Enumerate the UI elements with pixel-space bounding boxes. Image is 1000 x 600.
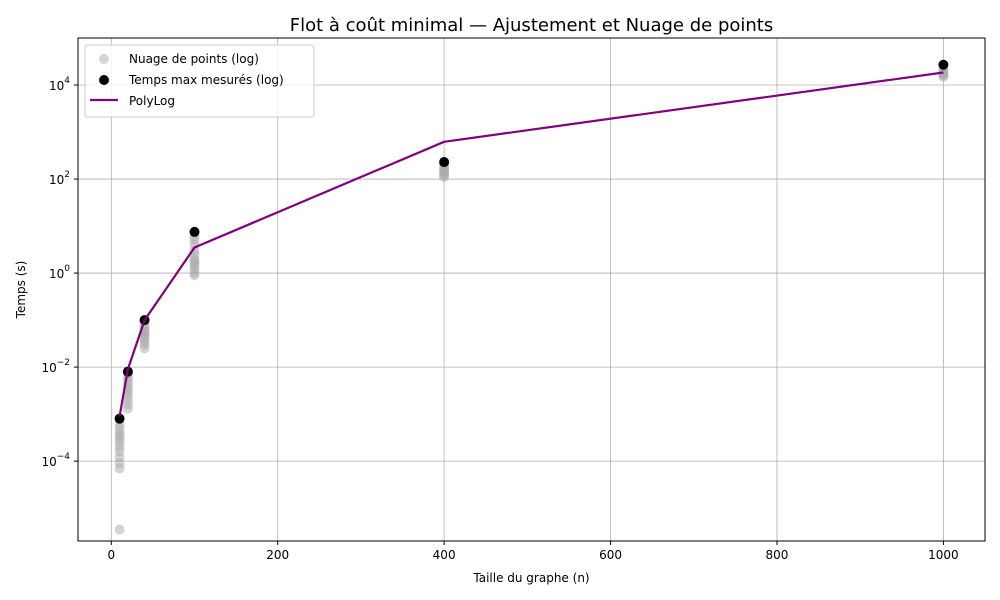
y-axis-label: Temps (s) [14,261,28,320]
polylog-line [118,71,944,417]
plot-data [114,59,949,535]
legend-label-polylog: PolyLog [129,94,175,108]
chart-title: Flot à coût minimal — Ajustement et Nuag… [290,15,773,36]
legend-marker-max [99,75,109,85]
scatter-point [114,524,125,535]
x-axis-label: Taille du graphe (n) [472,571,589,585]
y-tick-label: 10−4 [41,452,70,469]
x-tick-label: 400 [433,548,456,562]
x-tick-label: 800 [766,548,789,562]
y-tick-label: 10−2 [41,358,70,375]
x-tick-label: 0 [107,548,115,562]
legend-label-cloud: Nuage de points (log) [129,52,259,66]
max-time-point [938,59,949,70]
x-tick-label: 1000 [928,548,959,562]
y-tick-label: 100 [49,264,70,281]
legend: Nuage de points (log) Temps max mesurés … [84,44,315,118]
grid [78,38,985,541]
legend-box [84,44,315,118]
max-time-point [189,226,200,237]
plot-frame [77,37,986,542]
x-tick-label: 600 [599,548,622,562]
legend-label-max: Temps max mesurés (log) [128,73,284,87]
max-time-point [114,413,125,424]
axes: 0 200 400 600 800 1000 10−4 10−2 100 102 104 [41,76,958,562]
y-tick-label: 104 [49,76,70,93]
y-tick-label: 102 [49,170,70,187]
x-tick-label: 200 [266,548,289,562]
max-time-point [439,157,450,168]
legend-marker-cloud [99,54,109,64]
